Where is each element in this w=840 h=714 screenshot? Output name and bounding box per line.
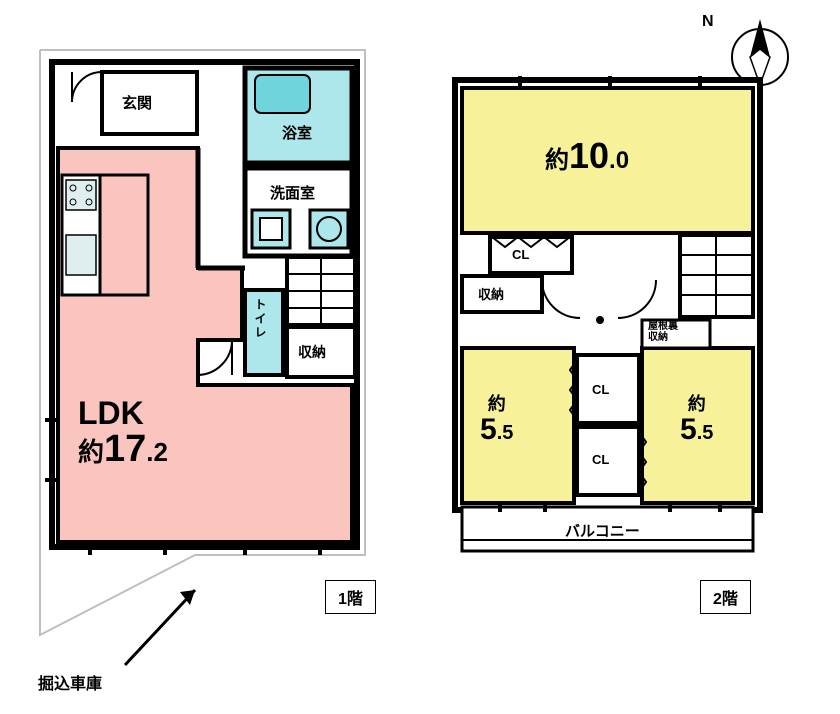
attic-label: 屋根裏収納 <box>648 321 678 343</box>
cl-mid2-label: CL <box>592 452 609 467</box>
balcony-label: バルコニー <box>565 520 640 541</box>
room55b-label: 約 5.5 <box>680 395 713 445</box>
cl-top-label: CL <box>512 247 529 262</box>
room55a-label: 約 5.5 <box>480 395 513 445</box>
storage2-label: 収納 <box>478 284 504 303</box>
floorplan-canvas: N <box>0 0 840 714</box>
floor2-tag: 2階 <box>700 580 751 614</box>
room10-label: 約10.0 <box>545 135 629 177</box>
cl-mid1-label: CL <box>592 382 609 397</box>
